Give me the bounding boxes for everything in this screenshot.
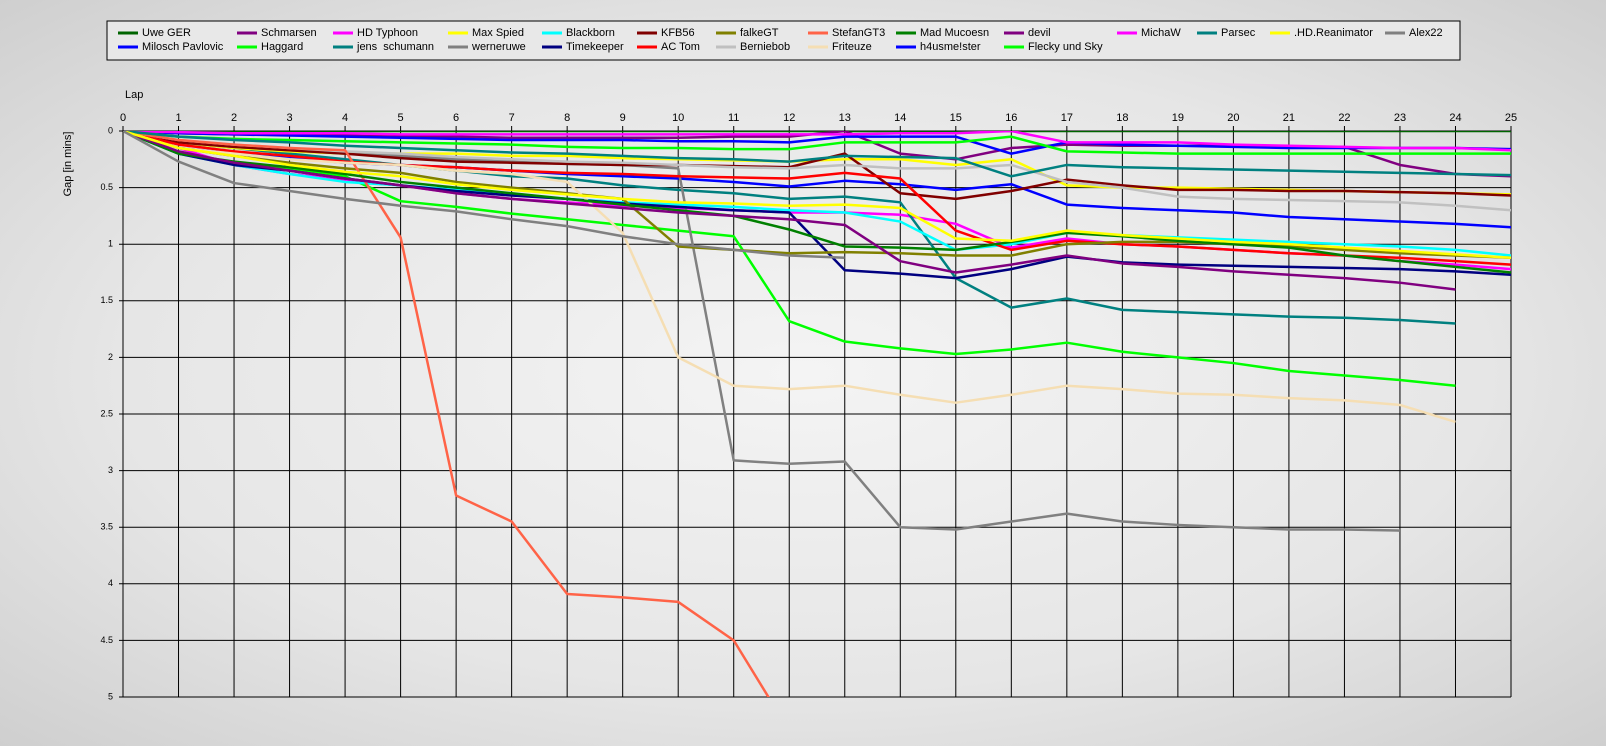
plot [123,131,1511,697]
series-line [123,131,1511,155]
y-tick-label: 2.5 [100,408,113,418]
x-tick-label: 24 [1449,112,1461,124]
legend-label: Haggard [261,41,303,53]
legend-label: h4usme!ster [920,41,981,53]
legend-label: StefanGT3 [832,27,885,39]
x-tick-label: 15 [950,112,962,124]
y-tick-label: 0.5 [100,182,113,192]
legend-label: HD Typhoon [357,27,418,39]
legend-label: Uwe GER [142,27,191,39]
legend-label: Mad Mucoesn [920,27,989,39]
y-tick-label: 5 [108,691,113,701]
y-axis-label: Gap [in mins] [62,132,74,197]
y-tick-label: 4 [108,578,113,588]
x-tick-label: 3 [286,112,292,124]
legend-label: AC Tom [661,41,700,53]
x-tick-label: 1 [175,112,181,124]
legend-label: Friteuze [832,41,872,53]
series-line [123,131,1511,155]
legend-label: falkeGT [740,27,779,39]
series-line [123,131,1511,260]
series-line [123,131,1511,178]
legend: Uwe GER Milosch Pavlovic Schmarsen Haggard H… [118,27,1443,53]
x-tick-label: 5 [398,112,404,124]
x-tick-label: 21 [1283,112,1295,124]
y-tick-label: 1.5 [100,295,113,305]
series-line [123,131,770,697]
x-tick-label: 8 [564,112,570,124]
legend-label: werneruwe [471,41,526,53]
x-tick-label: 14 [894,112,906,124]
series-line [123,131,1456,291]
x-tick-label: 2 [231,112,237,124]
legend-label: devil [1028,27,1051,39]
legend-label: Berniebob [740,41,790,53]
y-tick-label: 0 [108,125,113,135]
x-tick-label: 0 [120,112,126,124]
series-line [123,131,1456,424]
y-tick-label: 4.5 [100,635,113,645]
x-tick-label: 4 [342,112,348,124]
x-tick-label: 19 [1172,112,1184,124]
legend-label: Flecky und Sky [1028,41,1103,53]
x-tick-label: 11 [728,112,739,124]
series-line [123,131,1456,325]
x-tick-label: 7 [509,112,515,124]
x-axis-label: Lap [125,89,143,101]
x-tick-label: 6 [453,112,459,124]
legend-box [106,20,1461,61]
legend-label: Milosch Pavlovic [142,41,224,53]
series-line [123,131,845,260]
legend-label: MichaW [1141,27,1181,39]
x-tick-label: 9 [620,112,626,124]
x-tick-label: 22 [1338,112,1350,124]
x-tick-label: 20 [1227,112,1239,124]
series-line [123,131,1511,257]
legend-label: Timekeeper [566,41,624,53]
y-tick-label: 2 [108,352,113,362]
series-line [123,131,1511,201]
x-tick-label: 10 [672,112,684,124]
x-tick-label: 12 [783,112,795,124]
legend-label: Alex22 [1409,27,1443,39]
y-tick-label: 1 [108,239,113,249]
x-tick-label: 13 [839,112,851,124]
legend-label: .HD.Reanimator [1294,27,1373,39]
legend-label: Parsec [1221,27,1256,39]
x-tick-label: 17 [1061,112,1073,124]
y-tick-label: 3.5 [100,522,113,532]
series-line [123,131,1511,212]
series-line [123,131,1511,274]
x-tick-label: 18 [1116,112,1128,124]
series-line [123,131,1456,387]
legend-label: Schmarsen [261,27,317,39]
legend-label: Max Spied [472,27,524,39]
series-line [123,131,1511,152]
legend-label: Blackborn [566,27,615,39]
y-tick-label: 3 [108,465,113,475]
x-tick-label: 16 [1005,112,1017,124]
x-tick-label: 23 [1394,112,1406,124]
x-tick-label: 25 [1505,112,1517,124]
legend-label: jens schumann [356,41,434,53]
legend-label: KFB56 [661,27,695,39]
